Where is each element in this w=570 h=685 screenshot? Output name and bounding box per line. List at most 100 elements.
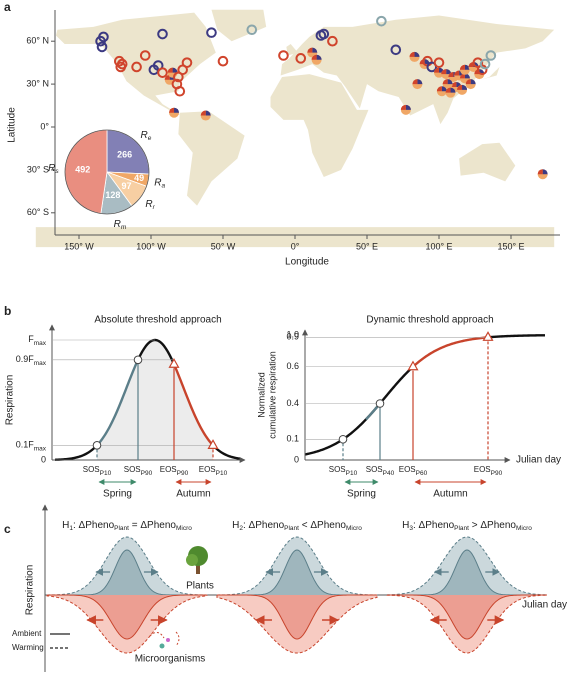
pie-value-label: 97 bbox=[121, 181, 131, 191]
hypothesis-title-part: 3 bbox=[409, 525, 413, 532]
x-label: EOSP90 bbox=[160, 465, 189, 477]
y-axis-label: cumulative respiration bbox=[267, 351, 277, 439]
site-marker-part bbox=[446, 69, 452, 75]
micro-ambient bbox=[217, 594, 377, 640]
x-label-part: P90 bbox=[491, 470, 503, 477]
y-tick-label: 1.0 bbox=[286, 329, 299, 339]
x-label-part: P40 bbox=[383, 470, 395, 477]
site-marker-part bbox=[172, 67, 178, 73]
site-marker-part bbox=[542, 169, 548, 175]
hypothesis-title-part: Micro bbox=[176, 525, 192, 532]
panel-label: b bbox=[4, 304, 11, 318]
land bbox=[480, 66, 500, 80]
season-label: Autumn bbox=[176, 489, 210, 500]
y-tick-label: 0.1Fmax bbox=[16, 440, 47, 453]
y-tick-label-part: max bbox=[34, 360, 47, 367]
site-marker-part bbox=[441, 69, 447, 75]
site-marker bbox=[131, 61, 142, 73]
x-label-part: SOS bbox=[83, 465, 100, 474]
y-tick-label: 0.4 bbox=[286, 398, 299, 408]
hypothesis-title-part: H bbox=[62, 520, 69, 531]
y-tick-label: 0° bbox=[40, 121, 49, 131]
site-marker-part bbox=[457, 84, 463, 90]
y-tick-label: 0.1 bbox=[286, 434, 299, 444]
x-tick-label: 50° W bbox=[211, 241, 236, 251]
site-marker-part bbox=[462, 84, 468, 90]
pie-slice-name: Re bbox=[140, 130, 151, 143]
season-label: Autumn bbox=[433, 489, 467, 500]
y-tick-label: 30° N bbox=[26, 78, 49, 88]
pie-slice-name-part: R bbox=[154, 177, 161, 188]
x-label: SOSP10 bbox=[83, 465, 112, 477]
curve-autumn bbox=[172, 363, 214, 447]
pie-slice-name-part: R bbox=[114, 219, 121, 230]
microbe-icon bbox=[159, 643, 165, 649]
x-axis-label: Julian day bbox=[516, 455, 561, 466]
site-marker-part bbox=[445, 87, 451, 93]
y-axis-label: Respiration bbox=[5, 375, 16, 426]
site-marker-part bbox=[441, 86, 447, 92]
site-marker bbox=[390, 44, 402, 56]
site-marker-part bbox=[400, 104, 406, 110]
hypothesis-title-part: Plant bbox=[114, 525, 129, 532]
site-marker-part bbox=[436, 86, 442, 92]
subplot-title: Dynamic threshold approach bbox=[366, 315, 493, 326]
site-marker bbox=[217, 55, 229, 67]
land bbox=[270, 74, 369, 178]
hypothesis-title-part: H bbox=[232, 520, 239, 531]
curve bbox=[212, 444, 241, 460]
pie-slice-name: Ra bbox=[154, 177, 165, 190]
hypothesis-title: H3: ΔPhenoPlant > ΔPhenoMicro bbox=[402, 520, 532, 533]
hypothesis-title-part: : ΔPheno bbox=[243, 520, 285, 531]
season-label: Spring bbox=[347, 489, 376, 500]
site-marker-part bbox=[412, 79, 418, 85]
curve bbox=[487, 334, 546, 339]
curve-autumn bbox=[412, 336, 489, 368]
site-marker bbox=[278, 50, 289, 61]
tree-crown bbox=[186, 554, 198, 566]
hypothesis-title: H1: ΔPhenoPlant = ΔPhenoMicro bbox=[62, 520, 192, 533]
x-tick-label: 150° E bbox=[497, 241, 524, 251]
site-marker-part bbox=[205, 110, 211, 116]
pie-slice-name-part: R bbox=[145, 199, 152, 210]
pie-slice-name-part: r bbox=[153, 204, 156, 211]
threshold-marker bbox=[407, 360, 419, 371]
site-marker bbox=[115, 61, 127, 73]
curve-spring bbox=[96, 359, 140, 447]
site-marker bbox=[318, 28, 330, 40]
x-label: SOSP10 bbox=[329, 465, 358, 477]
pie-slice-name-part: R bbox=[140, 130, 147, 141]
tree-trunk bbox=[196, 562, 200, 574]
y-tick-label: 60° N bbox=[26, 36, 49, 46]
pie-slice-name-part: m bbox=[121, 224, 127, 231]
y-tick-label: 0.9Fmax bbox=[16, 354, 47, 367]
site-marker bbox=[114, 55, 125, 67]
y-tick-label: 0.9 bbox=[286, 332, 299, 342]
y-tick-label-part: 0.1F bbox=[16, 440, 35, 450]
site-marker bbox=[433, 57, 445, 68]
x-tick-label: 50° E bbox=[356, 241, 378, 251]
site-marker bbox=[476, 64, 488, 76]
microorganisms-label: Microorganisms bbox=[135, 654, 206, 665]
x-axis-label: Julian day bbox=[522, 600, 567, 611]
x-label-part: EOS bbox=[199, 465, 216, 474]
site-marker bbox=[96, 41, 108, 53]
x-label: SOSP40 bbox=[366, 465, 395, 477]
hypothesis-title-part: > ΔPheno bbox=[469, 520, 516, 531]
site-marker bbox=[376, 15, 387, 27]
site-marker-part bbox=[316, 54, 322, 60]
pie-value-label: 128 bbox=[105, 190, 120, 200]
hypothesis-title: H2: ΔPhenoPlant < ΔPhenoMicro bbox=[232, 520, 362, 533]
site-marker-part bbox=[424, 59, 430, 65]
y-tick-label-part: 0.9F bbox=[16, 354, 35, 364]
hypothesis-title-part: Plant bbox=[454, 525, 469, 532]
panel-label: a bbox=[4, 0, 11, 14]
threshold-marker bbox=[482, 331, 494, 341]
x-tick-label: 150° W bbox=[64, 241, 94, 251]
microbe-icon bbox=[166, 638, 170, 642]
x-label-part: P10 bbox=[346, 470, 358, 477]
threshold-marker bbox=[168, 358, 180, 368]
x-label-part: SOS bbox=[124, 465, 141, 474]
site-marker bbox=[174, 85, 186, 97]
site-marker-part bbox=[312, 47, 318, 53]
